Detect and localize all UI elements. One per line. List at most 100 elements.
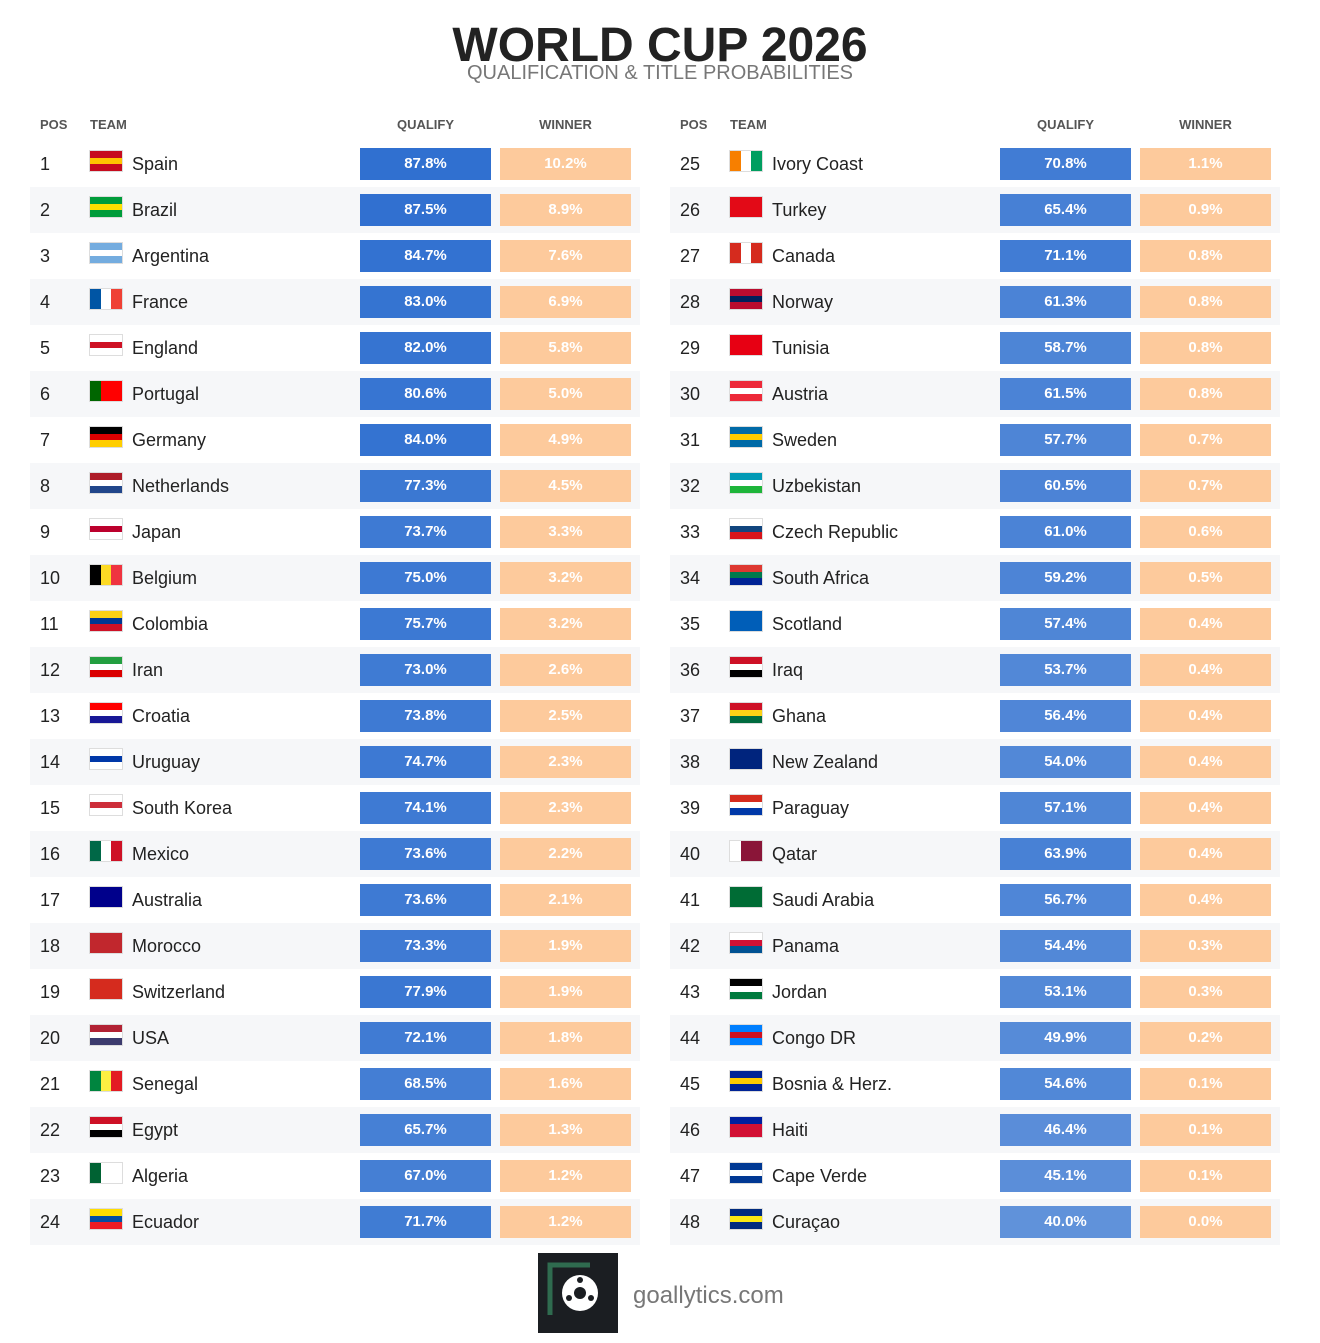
flag-stripe	[111, 1163, 122, 1183]
team-name: Ivory Coast	[772, 154, 864, 174]
table-row: 36 Iraq 53.7% 0.4%	[670, 647, 1280, 693]
subtitle: QUALIFICATION & TITLE PROBABILITIES	[466, 62, 853, 84]
qualify-cell: 77.9%	[360, 976, 491, 1008]
qualify-cell: 58.7%	[1000, 332, 1131, 364]
winner-cell: 0.8%	[1140, 332, 1271, 364]
flag-stripe	[730, 1025, 762, 1032]
flag-stripe	[730, 1130, 762, 1137]
flag-stripe	[730, 624, 762, 631]
position: 21	[40, 1074, 61, 1094]
flag-stripe	[111, 841, 122, 861]
flag-stripe	[90, 249, 122, 257]
flag-stripe	[730, 617, 762, 625]
team-name: Tunisia	[772, 338, 830, 358]
flag-stripe	[90, 808, 122, 815]
qualify-cell: 46.4%	[1000, 1114, 1131, 1146]
position: 13	[40, 706, 61, 726]
qualify-cell: 53.1%	[1000, 976, 1131, 1008]
flag-stripe	[740, 243, 752, 263]
winner-cell: 0.3%	[1140, 976, 1271, 1008]
flag-stripe	[90, 985, 122, 993]
flag-stripe	[730, 611, 762, 618]
flag-stripe	[90, 663, 122, 671]
team-name: Ghana	[772, 706, 827, 726]
position: 41	[680, 890, 701, 910]
flag-stripe	[90, 486, 122, 493]
flag-stripe	[730, 197, 762, 204]
flag-stripe	[90, 1163, 101, 1183]
flag	[730, 611, 762, 631]
qualify-cell: 63.9%	[1000, 838, 1131, 870]
team-name: Netherlands	[132, 476, 230, 496]
column-header: POS	[40, 117, 68, 132]
team-name: Algeria	[132, 1166, 189, 1186]
flag-stripe	[730, 295, 762, 303]
team-name: Curaçao	[772, 1212, 841, 1232]
flag-stripe	[730, 749, 762, 756]
flag-stripe	[90, 1071, 101, 1091]
position: 8	[40, 476, 51, 496]
position: 38	[680, 752, 701, 772]
flag	[90, 243, 122, 263]
team-name: Qatar	[772, 844, 818, 864]
flag	[730, 749, 762, 769]
position: 47	[680, 1166, 701, 1186]
flag-stripe	[90, 979, 122, 986]
flag-stripe	[90, 755, 122, 763]
winner-cell: 0.8%	[1140, 378, 1271, 410]
winner-cell: 0.7%	[1140, 424, 1271, 456]
table-row: 6 Portugal 80.6% 5.0%	[30, 371, 640, 417]
winner-cell: 1.6%	[500, 1068, 631, 1100]
flag-stripe	[90, 1038, 122, 1045]
team-name: Iran	[132, 660, 164, 680]
team-name: Turkey	[772, 200, 827, 220]
winner-cell: 5.8%	[500, 332, 631, 364]
table-row: 23 Algeria 67.0% 1.2%	[30, 1153, 640, 1199]
team-name: France	[132, 292, 189, 312]
flag	[90, 703, 122, 723]
table-row: 42 Panama 54.4% 0.3%	[670, 923, 1280, 969]
qualify-cell: 84.7%	[360, 240, 491, 272]
flag-stripe	[90, 440, 122, 447]
flag	[90, 565, 122, 585]
winner-cell: 1.2%	[500, 1160, 631, 1192]
flag-stripe	[730, 1163, 762, 1170]
flag-stripe	[90, 624, 122, 631]
flag-stripe	[730, 703, 762, 710]
team-name: Congo DR	[772, 1028, 857, 1048]
flag-stripe	[90, 670, 122, 677]
winner-cell: 6.9%	[500, 286, 631, 318]
table-row: 11 Colombia 75.7% 3.2%	[30, 601, 640, 647]
winner-cell: 0.4%	[1140, 700, 1271, 732]
team-name: Jordan	[772, 982, 828, 1002]
team-name: Morocco	[132, 936, 202, 956]
flag-stripe	[90, 164, 122, 171]
flag-stripe	[90, 210, 122, 217]
flag-stripe	[90, 433, 122, 441]
position: 14	[40, 752, 61, 772]
table-row: 48 Curaçao 40.0% 0.0%	[670, 1199, 1280, 1245]
position: 36	[680, 660, 701, 680]
qualify-cell: 73.3%	[360, 930, 491, 962]
table-row: 31 Sweden 57.7% 0.7%	[670, 417, 1280, 463]
team-name: Scotland	[772, 614, 843, 634]
flag-stripe	[90, 801, 122, 809]
qualify-cell: 54.0%	[1000, 746, 1131, 778]
flag-stripe	[90, 946, 122, 953]
flag-stripe	[730, 427, 762, 434]
flag-stripe	[90, 341, 122, 349]
column-header: WINNER	[1179, 117, 1232, 132]
flag-stripe	[730, 657, 762, 664]
flag	[730, 335, 762, 355]
flag	[730, 151, 762, 171]
flag-stripe	[730, 1169, 762, 1177]
flag-stripe	[730, 670, 762, 677]
team-name: USA	[132, 1028, 170, 1048]
position: 37	[680, 706, 701, 726]
flag-stripe	[90, 1222, 122, 1229]
flag-stripe	[90, 151, 122, 158]
flag	[90, 289, 122, 309]
flag-stripe	[100, 1071, 112, 1091]
position: 29	[680, 338, 701, 358]
flag-stripe	[730, 887, 762, 894]
